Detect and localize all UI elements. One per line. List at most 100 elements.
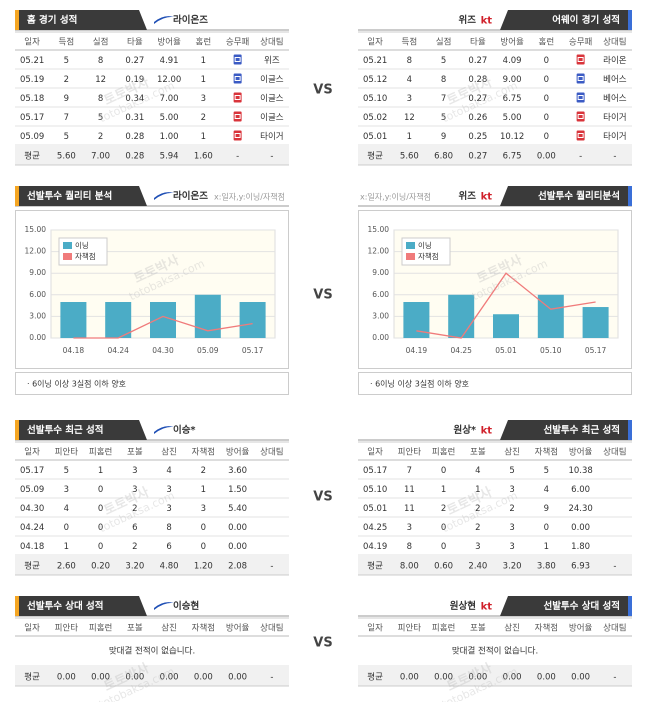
table-cell: 3	[166, 504, 171, 514]
header-block	[15, 420, 147, 440]
result-icon-inner	[577, 95, 584, 100]
table-header: 방어율	[569, 623, 593, 634]
bar	[105, 302, 132, 338]
table-cell: 5	[509, 466, 514, 476]
table-header: 승무패	[569, 37, 592, 48]
table-cell: 2	[441, 504, 446, 514]
table-cell: 12	[404, 113, 415, 123]
average-cell: 0.00	[400, 673, 419, 683]
table-header: 상대팀	[603, 37, 626, 48]
table-cell: 5	[64, 56, 69, 66]
table-cell: 05.01	[363, 132, 387, 142]
table-cell: 04.19	[363, 542, 387, 552]
table-cell: 05.19	[20, 75, 44, 85]
average-cell: 3.20	[503, 562, 522, 572]
x-tick-label: 04.19	[406, 346, 428, 355]
header-block	[500, 596, 632, 616]
header-stripe	[628, 420, 632, 440]
table-cell: 5	[98, 113, 103, 123]
y-tick-label: 0.00	[372, 333, 389, 342]
table-cell: 5	[441, 56, 446, 66]
table-cell: 05.01	[363, 504, 387, 514]
average-cell: 5.60	[400, 152, 419, 162]
table-cell: 베어스	[603, 74, 627, 85]
header-stripe	[15, 10, 19, 30]
average-cell: -	[236, 152, 239, 162]
header-block	[15, 10, 147, 30]
table-cell: 4.91	[160, 56, 179, 66]
table-cell: 0.34	[125, 94, 144, 104]
average-cell: 8.00	[400, 562, 419, 572]
team-logo	[154, 426, 174, 434]
table-cell: 6.75	[503, 94, 522, 104]
table-header: 홈런	[539, 37, 555, 48]
table-cell: 11	[404, 485, 415, 495]
table-cell: 10.38	[568, 466, 592, 476]
table-header: 타율	[470, 38, 486, 48]
header-block	[500, 420, 632, 440]
table-header: 자책점	[535, 623, 558, 634]
table-cell: 0.00	[571, 523, 590, 533]
bar	[60, 302, 87, 338]
table-header: 피홈런	[89, 623, 112, 634]
header-title: 선발투수 상대 성적	[27, 600, 104, 612]
legend-label: 이닝	[418, 240, 432, 250]
table-cell: 05.10	[363, 94, 387, 104]
average-cell: -	[270, 152, 273, 162]
y-tick-label: 3.00	[372, 311, 389, 320]
table-cell: 8	[407, 56, 412, 66]
header-title: 홈 경기 성적	[27, 14, 77, 26]
table-cell: 8	[166, 523, 171, 533]
average-cell: 2.40	[468, 562, 487, 572]
table-header: 자책점	[535, 447, 558, 458]
table-cell: 1	[475, 485, 480, 495]
table-header: 일자	[367, 38, 383, 48]
table-cell: 라이온	[603, 55, 627, 66]
average-row	[358, 666, 632, 686]
table-cell: 1	[201, 56, 206, 66]
table-cell: 3.60	[228, 466, 247, 476]
table-cell: 0	[441, 523, 446, 533]
header-block	[500, 10, 632, 30]
y-tick-label: 0.00	[29, 333, 46, 342]
table-cell: 1	[441, 485, 446, 495]
team-name: 이승현	[173, 600, 199, 612]
table-cell: 5.40	[228, 504, 247, 514]
table-cell: 05.10	[363, 485, 387, 495]
header-title: 어웨이 경기 성적	[552, 14, 620, 26]
vs-label: VS	[313, 83, 332, 98]
table-cell: 타이거	[603, 131, 626, 142]
y-tick-label: 6.00	[372, 290, 389, 299]
table-cell: 7	[64, 113, 69, 123]
table-cell: 0	[98, 504, 103, 514]
table-cell: 3	[201, 94, 206, 104]
table-header: 자책점	[192, 623, 215, 634]
line	[416, 272, 596, 339]
table-cell: 5.00	[160, 113, 179, 123]
table-header: 방어율	[226, 623, 250, 634]
table-cell: 0.28	[125, 132, 144, 142]
table-cell: 7	[407, 466, 412, 476]
vs-label: VS	[313, 288, 332, 303]
legend-label: 이닝	[75, 240, 89, 250]
average-cell: 평균	[367, 561, 383, 572]
table-cell: 0	[201, 523, 206, 533]
table-cell: 0.26	[468, 113, 487, 123]
legend-swatch	[63, 253, 72, 260]
table-header: 상대팀	[260, 37, 283, 48]
table-cell: 3	[407, 523, 412, 533]
table-header: 자책점	[192, 447, 215, 458]
y-tick-label: 15.00	[368, 225, 390, 234]
average-cell: 0.00	[537, 152, 556, 162]
table-cell: 9	[544, 504, 549, 514]
bar	[582, 307, 609, 338]
table-cell: 04.24	[20, 523, 44, 533]
average-cell: 7.00	[91, 152, 110, 162]
table-cell: 2	[201, 466, 206, 476]
table-header: 피안타	[398, 623, 422, 634]
table-cell: 4	[166, 466, 171, 476]
average-row	[358, 555, 632, 575]
team-logo: kt	[481, 426, 493, 437]
table-header: 피홈런	[432, 623, 455, 634]
table-cell: 0.31	[125, 113, 144, 123]
